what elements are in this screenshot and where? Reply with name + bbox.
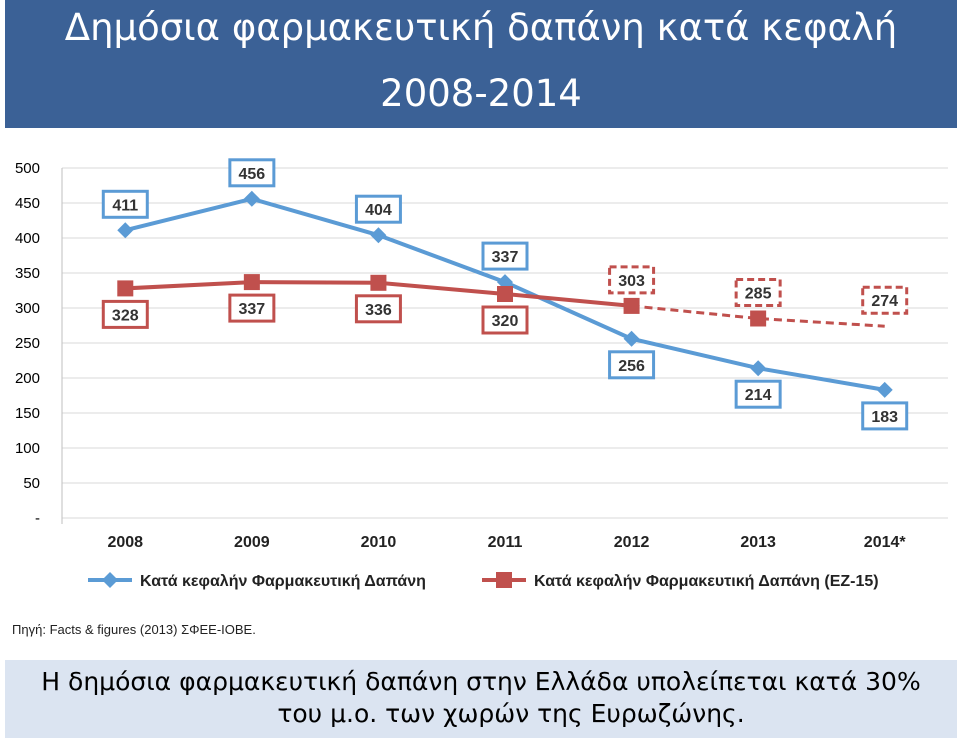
data-point <box>243 190 260 207</box>
y-tick-label: 300 <box>15 300 40 317</box>
data-label: 285 <box>745 286 772 303</box>
y-tick-label: 500 <box>15 160 40 177</box>
data-label-box <box>608 265 656 295</box>
source-note: Πηγή: Facts & figures (2013) ΣΦΕΕ-ΙΟΒΕ. <box>12 622 256 637</box>
data-label: 320 <box>492 313 519 330</box>
y-axis-ticks: 500 450 400 350 300 250 200 150 100 50 - <box>15 160 40 527</box>
x-tick-label: 2011 <box>488 534 523 551</box>
y-tick-label: 100 <box>15 440 40 457</box>
data-label-box <box>861 285 909 315</box>
y-tick-label: 150 <box>15 405 40 422</box>
legend-marker <box>102 572 118 588</box>
data-point <box>750 360 767 377</box>
y-tick-label: 450 <box>15 195 40 212</box>
y-tick-label: 350 <box>15 265 40 282</box>
data-label-box <box>228 158 276 188</box>
data-point <box>243 274 260 291</box>
x-tick-label: 2010 <box>361 534 397 551</box>
data-label-box <box>101 189 149 219</box>
conclusion-text: Η δημόσια φαρμακευτική δαπάνη στην Ελλάδ… <box>5 666 957 730</box>
data-label: 336 <box>365 302 392 319</box>
data-label: 337 <box>239 301 266 318</box>
data-point <box>370 274 387 291</box>
conclusion-line-2: του μ.ο. των χωρών της Ευρωζώνης. <box>277 699 745 728</box>
data-point <box>876 381 893 398</box>
legend-label: Κατά κεφαλήν Φαρμακευτική Δαπάνη <box>140 573 426 590</box>
data-label: 274 <box>871 293 898 310</box>
chart-subtitle: 2008-2014 <box>380 72 582 115</box>
data-label: 404 <box>365 202 392 219</box>
data-label: 328 <box>112 307 139 324</box>
y-tick-label: - <box>35 510 40 527</box>
data-label: 214 <box>745 387 772 404</box>
chart-title: Δημόσια φαρμακευτική δαπάνη κατά κεφαλή <box>64 6 898 49</box>
series-markers <box>117 190 893 398</box>
data-label: 303 <box>618 273 645 290</box>
data-point <box>117 280 134 297</box>
y-tick-label: 50 <box>23 475 40 492</box>
grid-lines <box>61 167 948 524</box>
data-label-box <box>481 305 529 335</box>
x-tick-label: 2009 <box>234 534 270 551</box>
data-label-box <box>228 293 276 323</box>
chart-legend: Κατά κεφαλήν Φαρμακευτική Δαπάνη Κατά κεφ… <box>88 572 879 590</box>
series-line-estimated <box>631 304 885 328</box>
x-tick-label: 2013 <box>740 534 776 551</box>
data-label-box <box>608 350 656 380</box>
data-point <box>117 222 134 239</box>
data-label-box <box>861 401 909 431</box>
data-point <box>623 297 640 314</box>
y-tick-label: 400 <box>15 230 40 247</box>
data-label: 411 <box>112 197 138 214</box>
data-labels: 411 456 404 337 256 214 183 328 337 336 320 303 285 2… <box>101 158 909 431</box>
data-point <box>497 286 513 302</box>
data-label-box <box>734 278 782 307</box>
y-tick-label: 250 <box>15 335 40 352</box>
conclusion-line-1: Η δημόσια φαρμακευτική δαπάνη στην Ελλάδ… <box>41 667 921 696</box>
x-tick-label: 2014* <box>864 534 907 551</box>
data-label-box <box>101 299 149 329</box>
conclusion-banner: Η δημόσια φαρμακευτική δαπάνη στην Ελλάδ… <box>5 660 957 738</box>
data-point <box>370 227 387 244</box>
legend-marker <box>496 572 512 588</box>
x-tick-label: 2012 <box>614 534 650 551</box>
data-label-box <box>734 379 782 409</box>
data-label-box <box>354 194 402 224</box>
data-label: 183 <box>871 409 898 426</box>
data-point <box>750 310 767 327</box>
data-label: 337 <box>492 249 519 266</box>
data-label-box <box>354 294 402 324</box>
data-point <box>623 330 640 347</box>
data-label: 256 <box>618 358 645 375</box>
legend-label: Κατά κεφαλήν Φαρμακευτική Δαπάνη (ΕΖ-15) <box>534 573 879 590</box>
data-label: 456 <box>239 166 266 183</box>
y-tick-label: 200 <box>15 370 40 387</box>
x-axis-ticks: 2008 2009 2010 2011 2012 2013 2014* <box>107 534 906 551</box>
x-tick-label: 2008 <box>107 534 143 551</box>
title-banner: Δημόσια φαρμακευτική δαπάνη κατά κεφαλή … <box>5 0 957 128</box>
data-label-box <box>481 241 529 271</box>
